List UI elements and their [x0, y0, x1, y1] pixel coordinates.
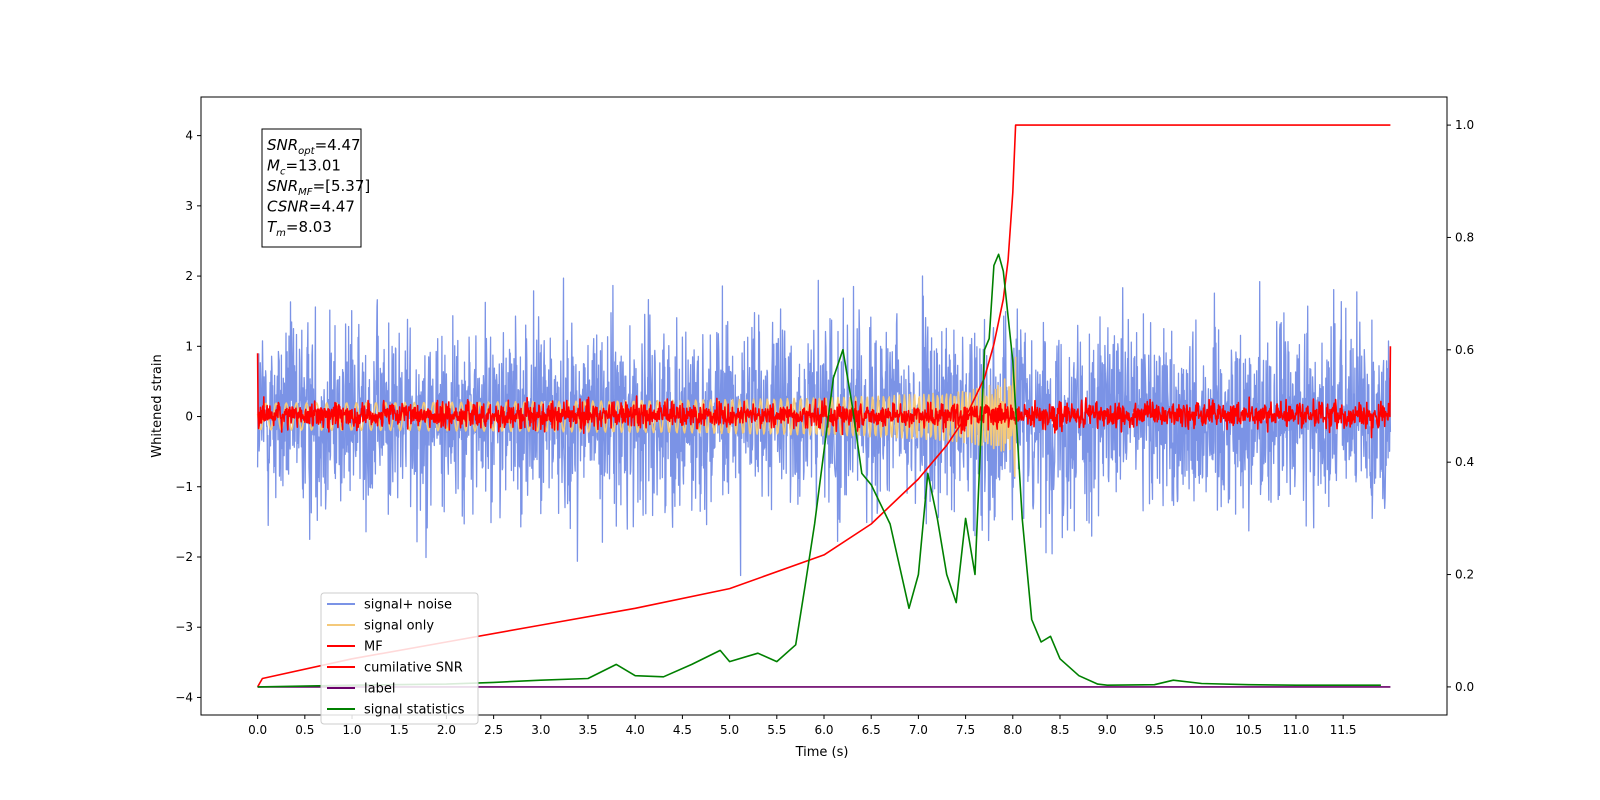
x-tick-label: 8.5 — [1050, 723, 1069, 737]
y-axis-label: Whitened strain — [150, 354, 165, 457]
y-tick-label: 4 — [185, 129, 193, 143]
x-tick-label: 7.0 — [909, 723, 928, 737]
x-tick-label: 4.0 — [626, 723, 645, 737]
annotation-line: Tm=8.03 — [267, 218, 332, 239]
x-tick-label: 10.0 — [1188, 723, 1215, 737]
x-tick-label: 9.5 — [1145, 723, 1164, 737]
x-tick-label: 3.5 — [578, 723, 597, 737]
x-tick-label: 4.5 — [673, 723, 692, 737]
annotation-line: Mc=13.01 — [267, 157, 341, 178]
legend: signal+ noise signal only MF cumilative SNR… — [320, 592, 479, 725]
x-tick-label: 2.5 — [484, 723, 503, 737]
legend-label: signal only — [364, 619, 434, 634]
x-tick-label: 0.0 — [248, 723, 267, 737]
legend-label: signal+ noise — [364, 598, 452, 613]
y-tick-label: 2 — [185, 269, 193, 283]
x-tick-label: 5.0 — [720, 723, 739, 737]
x-tick-label: 9.0 — [1098, 723, 1117, 737]
annotation-box: SNRopt=4.47Mc=13.01SNRMF=[5.37]CSNR=4.47… — [261, 128, 370, 248]
annotation-line: CSNR=4.47 — [267, 198, 355, 216]
x-tick-label: 11.0 — [1283, 723, 1310, 737]
x-tick-label: 3.0 — [531, 723, 550, 737]
x-tick-label: 7.5 — [956, 723, 975, 737]
x-axis-label: Time (s) — [795, 745, 849, 760]
y-axis-ticks: −4 −3 −2 −1 0 1 2 3 4 — [175, 129, 201, 704]
x-tick-label: 5.5 — [767, 723, 786, 737]
y2-axis-ticks: 0.0 0.2 0.4 0.6 0.8 1.0 — [1447, 118, 1474, 694]
x-tick-label: 8.0 — [1003, 723, 1022, 737]
x-tick-label: 6.0 — [814, 723, 833, 737]
y-tick-label: −2 — [175, 550, 193, 564]
y2-tick-label: 0.4 — [1455, 455, 1474, 469]
y-tick-label: 3 — [185, 199, 193, 213]
series-line-signal-statistics — [257, 253, 1381, 688]
x-axis-ticks: 0.0 0.5 1.0 1.5 2.0 2.5 3.0 3.5 4.0 4.5 5.0 5.5 6.0 6… — [248, 715, 1357, 737]
y2-tick-label: 0.0 — [1455, 680, 1474, 694]
legend-label: label — [364, 682, 395, 697]
legend-label: cumilative SNR — [364, 661, 463, 676]
y-tick-label: −4 — [175, 690, 193, 704]
y-tick-label: −3 — [175, 620, 193, 634]
x-tick-label: 11.5 — [1330, 723, 1357, 737]
y2-tick-label: 1.0 — [1455, 118, 1474, 132]
x-tick-label: 10.5 — [1235, 723, 1262, 737]
annotation-line: SNRopt=4.47 — [267, 136, 361, 157]
series-line-mf — [256, 346, 1392, 439]
x-tick-label: 6.5 — [862, 723, 881, 737]
x-tick-label: 1.5 — [390, 723, 409, 737]
y-tick-label: 1 — [185, 339, 193, 353]
annotation-line: SNRMF=[5.37] — [267, 177, 370, 198]
x-tick-label: 1.0 — [342, 723, 361, 737]
y2-tick-label: 0.2 — [1455, 568, 1474, 582]
y2-tick-label: 0.8 — [1455, 230, 1474, 244]
y-tick-label: 0 — [185, 410, 193, 424]
y2-tick-label: 0.6 — [1455, 343, 1474, 357]
legend-label: signal statistics — [364, 703, 465, 718]
y-tick-label: −1 — [175, 480, 193, 494]
x-tick-label: 2.0 — [437, 723, 456, 737]
legend-label: MF — [364, 640, 383, 655]
x-tick-label: 0.5 — [295, 723, 314, 737]
